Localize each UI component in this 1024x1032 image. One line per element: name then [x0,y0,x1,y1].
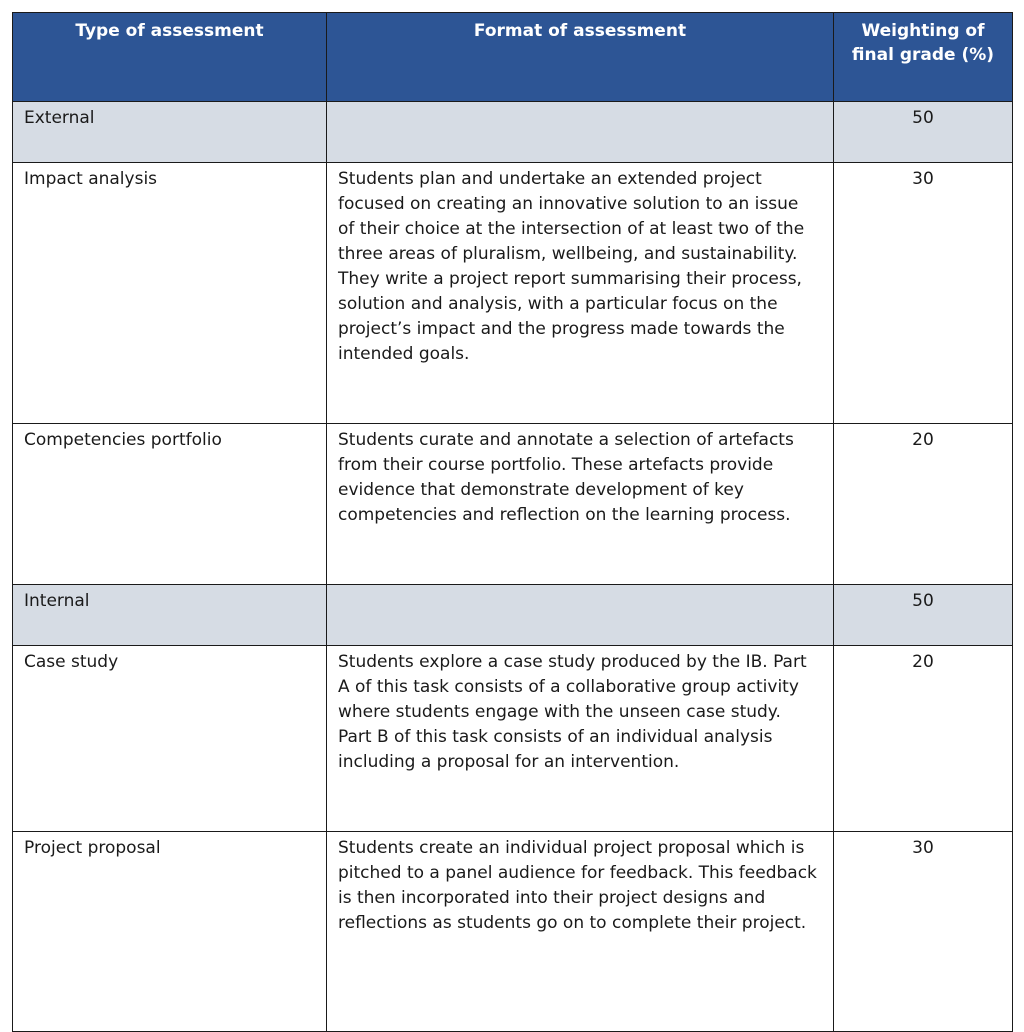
format-cell: Students create an individual project pr… [326,831,834,1032]
format-cell [326,101,834,163]
table-row: Competencies portfolio Students curate a… [12,423,1013,585]
weight-cell: 30 [833,162,1013,424]
header-row: Type of assessment Format of assessment … [12,12,1013,102]
type-cell: Case study [12,645,327,832]
format-cell: Students plan and undertake an extended … [326,162,834,424]
weight-cell: 20 [833,423,1013,585]
header-format: Format of assessment [326,12,834,102]
format-cell: Students curate and annotate a selection… [326,423,834,585]
table-row: Project proposal Students create an indi… [12,831,1013,1032]
format-cell [326,584,834,646]
type-cell: External [12,101,327,163]
weight-cell: 20 [833,645,1013,832]
table-row: Case study Students explore a case study… [12,645,1013,832]
format-cell: Students explore a case study produced b… [326,645,834,832]
weight-cell: 50 [833,584,1013,646]
table-row: Internal 50 [12,584,1013,646]
header-type: Type of assessment [12,12,327,102]
type-cell: Internal [12,584,327,646]
table-row: Impact analysis Students plan and undert… [12,162,1013,424]
type-cell: Competencies portfolio [12,423,327,585]
weight-cell: 50 [833,101,1013,163]
assessment-table: Type of assessment Format of assessment … [12,12,1013,1032]
type-cell: Impact analysis [12,162,327,424]
weight-cell: 30 [833,831,1013,1032]
table-row: External 50 [12,101,1013,163]
header-weighting: Weighting of final grade (%) [833,12,1013,102]
type-cell: Project proposal [12,831,327,1032]
